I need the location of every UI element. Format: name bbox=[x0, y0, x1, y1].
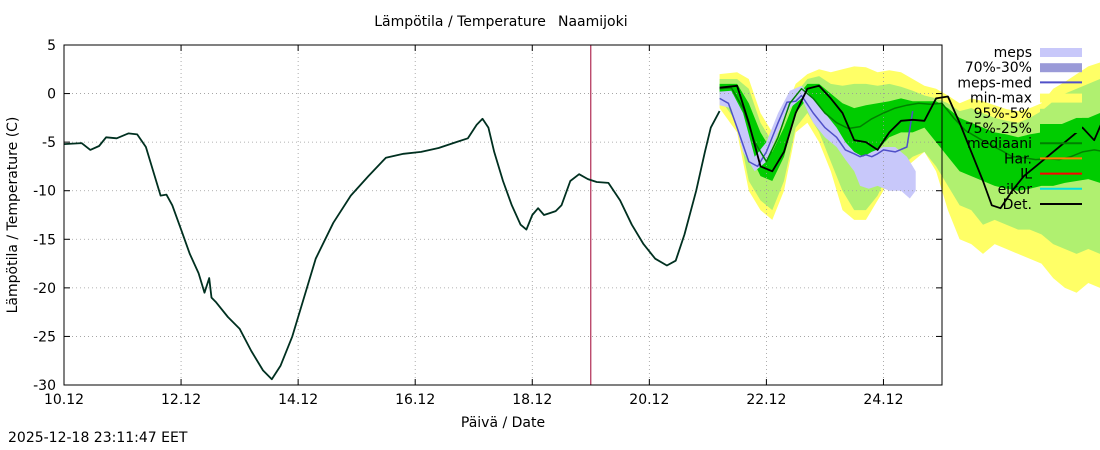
y-tick-label: 0 bbox=[47, 87, 56, 103]
legend-label: mediaani bbox=[967, 136, 1032, 152]
y-tick-label: -20 bbox=[33, 281, 56, 297]
chart-title: Lämpötila / Temperature bbox=[374, 14, 546, 30]
legend-label: min-max bbox=[970, 91, 1032, 107]
y-tick-label: -25 bbox=[33, 329, 56, 345]
timestamp: 2025-12-18 23:11:47 EET bbox=[8, 430, 188, 446]
legend-swatch bbox=[1040, 63, 1082, 73]
legend-label: 75%-25% bbox=[965, 121, 1032, 137]
x-axis-label: Päivä / Date bbox=[461, 415, 545, 431]
band-meps bbox=[719, 85, 916, 199]
legend-label: meps bbox=[994, 45, 1032, 61]
legend-label: 70%-30% bbox=[965, 60, 1032, 76]
legend-swatch bbox=[1040, 48, 1082, 57]
y-tick-label: -10 bbox=[33, 184, 56, 200]
plot-frame bbox=[63, 44, 943, 386]
x-tick-label: 20.12 bbox=[629, 392, 669, 408]
x-tick-label: 18.12 bbox=[512, 392, 552, 408]
x-tick-label: 24.12 bbox=[863, 392, 903, 408]
y-tick-label: -30 bbox=[33, 378, 56, 394]
x-tick-label: 12.12 bbox=[161, 392, 201, 408]
legend-label: Det. bbox=[1003, 197, 1032, 213]
legend-label: IL bbox=[1020, 167, 1032, 183]
x-tick-label: 14.12 bbox=[278, 392, 318, 408]
legend-label: meps-med bbox=[957, 75, 1032, 91]
legend-label: Har. bbox=[1004, 151, 1032, 167]
series-meps-med bbox=[719, 94, 914, 168]
series-observed bbox=[63, 110, 721, 381]
band-75-25- bbox=[719, 83, 1100, 191]
station-name: Naamijoki bbox=[558, 14, 628, 30]
y-tick-label: 5 bbox=[47, 38, 56, 54]
y-tick-label: -5 bbox=[42, 135, 56, 151]
x-tick-label: 22.12 bbox=[746, 392, 786, 408]
series-lines bbox=[63, 84, 1100, 381]
grid bbox=[64, 45, 942, 385]
forecast-bands bbox=[719, 62, 1100, 293]
legend-swatch bbox=[1040, 108, 1082, 118]
series-det- bbox=[719, 84, 1100, 210]
y-axis-label: Lämpötila / Temperature (C) bbox=[5, 117, 21, 314]
x-tick-label: 16.12 bbox=[395, 392, 435, 408]
legend-swatch bbox=[1040, 124, 1082, 133]
x-tick-label: 10.12 bbox=[44, 392, 84, 408]
legend-label: 95%-5% bbox=[974, 106, 1032, 122]
legend: meps70%-30%meps-medmin-max95%-5%75%-25%m… bbox=[957, 45, 1082, 213]
legend-swatch bbox=[1040, 93, 1082, 103]
legend-label: eikor bbox=[998, 182, 1033, 198]
y-tick-label: -15 bbox=[33, 232, 56, 248]
